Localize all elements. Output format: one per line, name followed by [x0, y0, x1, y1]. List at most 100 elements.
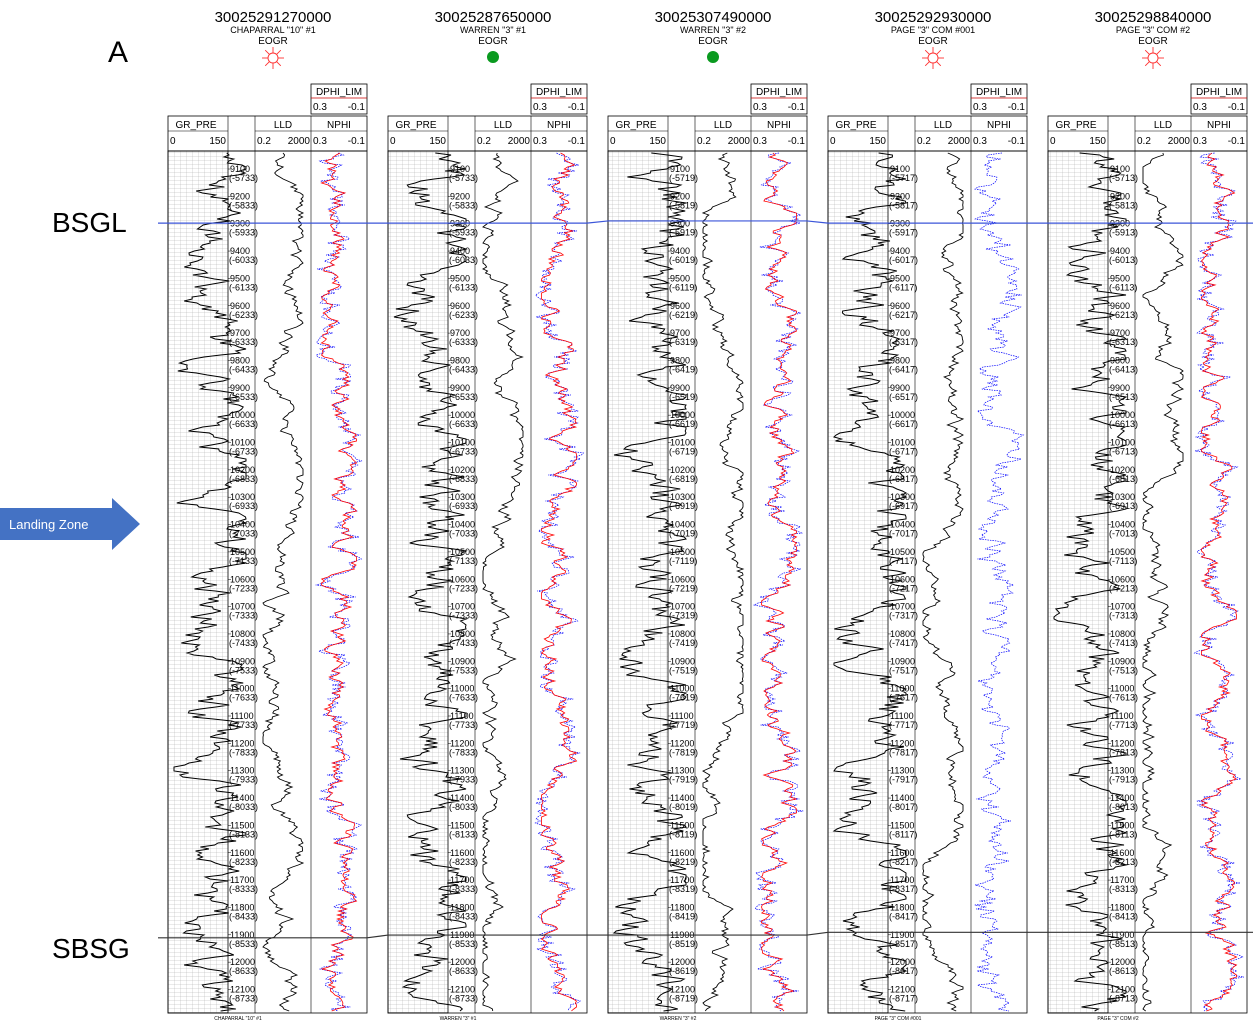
- subsea-label: (-6519): [669, 392, 698, 402]
- subsea-label: (-7117): [889, 556, 917, 566]
- depth-label: 12000: [1110, 957, 1135, 967]
- subsea-label: (-7833): [229, 747, 258, 757]
- depth-label: 9200: [450, 191, 470, 201]
- gas-well-icon-ray: [924, 61, 930, 67]
- subsea-label: (-6433): [449, 364, 478, 374]
- depth-label: 10600: [670, 574, 695, 584]
- gr-scale-max: 150: [429, 136, 446, 147]
- subsea-label: (-5733): [229, 173, 258, 183]
- dphi-curve: [753, 152, 804, 1012]
- subsea-label: (-8333): [229, 884, 258, 894]
- depth-label: 9400: [230, 246, 250, 256]
- depth-label: 12000: [890, 957, 915, 967]
- depth-label: 10100: [230, 438, 255, 448]
- depth-label: 10500: [670, 547, 695, 557]
- subsea-label: (-7033): [449, 529, 478, 539]
- gas-well-icon-ray: [1156, 49, 1162, 55]
- nphi-scale-min: 0.3: [313, 136, 327, 147]
- dphi-scale-min: 0.3: [753, 102, 767, 113]
- subsea-label: (-6833): [229, 474, 258, 484]
- gr-curve: [173, 152, 248, 1012]
- depth-label: 10800: [450, 629, 475, 639]
- depth-label: 9500: [450, 273, 470, 283]
- subsea-label: (-6419): [669, 364, 698, 374]
- sbsg-correlation-line: [158, 931, 1253, 939]
- subsea-label: (-8317): [889, 884, 918, 894]
- depth-label: 9400: [670, 246, 690, 256]
- subsea-label: (-7013): [1109, 529, 1138, 539]
- depth-label: 11500: [890, 820, 914, 830]
- subsea-label: (-8033): [449, 802, 478, 812]
- subsea-label: (-6219): [669, 310, 698, 320]
- well-footer-name: PAGE "3" COM #001: [875, 1016, 922, 1021]
- nphi-curve: [1200, 152, 1238, 1012]
- depth-label: 10600: [1110, 574, 1135, 584]
- depth-label: 9400: [450, 246, 470, 256]
- subsea-label: (-7933): [449, 775, 478, 785]
- depth-label: 9900: [450, 383, 470, 393]
- depth-label: 10100: [450, 438, 475, 448]
- depth-label: 9100: [670, 164, 690, 174]
- depth-label: 10700: [450, 602, 475, 612]
- nphi-scale-max: -0.1: [1008, 136, 1026, 147]
- depth-track: 9100(-5733)9200(-5833)9300(-5933)9400(-6…: [228, 164, 258, 1004]
- depth-label: 9600: [670, 301, 690, 311]
- subsea-label: (-8633): [229, 966, 258, 976]
- gas-well-icon-ray: [936, 61, 942, 67]
- dphi-curve: [534, 152, 585, 1012]
- depth-label: 11400: [450, 793, 474, 803]
- depth-label: 9800: [890, 355, 910, 365]
- subsea-label: (-6719): [669, 447, 698, 457]
- well-name: PAGE "3" COM #001: [891, 25, 975, 35]
- subsea-label: (-7713): [1109, 720, 1138, 730]
- subsea-label: (-6113): [1109, 282, 1137, 292]
- depth-label: 11300: [450, 766, 474, 776]
- subsea-label: (-8319): [669, 884, 698, 894]
- subsea-label: (-7217): [889, 583, 918, 593]
- depth-label: 10500: [890, 547, 915, 557]
- subsea-label: (-6033): [229, 255, 258, 265]
- subsea-label: (-5917): [889, 228, 918, 238]
- subsea-label: (-8733): [449, 994, 478, 1004]
- depth-label: 11700: [1110, 875, 1134, 885]
- depth-label: 11700: [890, 875, 914, 885]
- well-name: PAGE "3" COM #2: [1116, 25, 1190, 35]
- subsea-label: (-7233): [229, 583, 258, 593]
- nphi-curve: [540, 152, 578, 1012]
- subsea-label: (-5713): [1109, 173, 1138, 183]
- subsea-label: (-8013): [1109, 802, 1138, 812]
- depth-label: 12000: [450, 957, 475, 967]
- subsea-label: (-5817): [889, 200, 918, 210]
- gr-track: [387, 150, 449, 1014]
- subsea-label: (-7133): [229, 556, 258, 566]
- subsea-label: (-7733): [449, 720, 478, 730]
- subsea-label: (-6213): [1109, 310, 1138, 320]
- depth-label: 9900: [230, 383, 250, 393]
- subsea-label: (-8533): [449, 939, 478, 949]
- subsea-label: (-7519): [669, 665, 698, 675]
- depth-label: 10300: [670, 492, 695, 502]
- subsea-label: (-8733): [229, 994, 258, 1004]
- depth-label: 10400: [1110, 520, 1135, 530]
- subsea-label: (-7417): [889, 638, 918, 648]
- depth-label: 10500: [450, 547, 475, 557]
- well-name: WARREN "3" #2: [680, 25, 746, 35]
- dphi-header-box: [1190, 83, 1248, 115]
- subsea-label: (-6919): [669, 501, 698, 511]
- well-operator: EOGR: [258, 36, 287, 47]
- oil-well-icon: [707, 51, 719, 63]
- gas-well-icon-ray: [264, 61, 270, 67]
- depth-label: 9700: [230, 328, 250, 338]
- gr-curve: [1053, 152, 1128, 1012]
- gr-scale-min: 0: [830, 136, 836, 147]
- depth-track: 9100(-5719)9200(-5819)9300(-5919)9400(-6…: [668, 164, 698, 1004]
- depth-label: 11200: [670, 738, 694, 748]
- track-frame: [1047, 150, 1248, 1014]
- subsea-label: (-6133): [449, 282, 478, 292]
- gas-well-icon: [922, 47, 944, 69]
- well-name: CHAPARRAL "10" #1: [230, 25, 315, 35]
- depth-label: 11800: [450, 902, 474, 912]
- subsea-label: (-8233): [449, 857, 478, 867]
- subsea-label: (-6417): [889, 364, 918, 374]
